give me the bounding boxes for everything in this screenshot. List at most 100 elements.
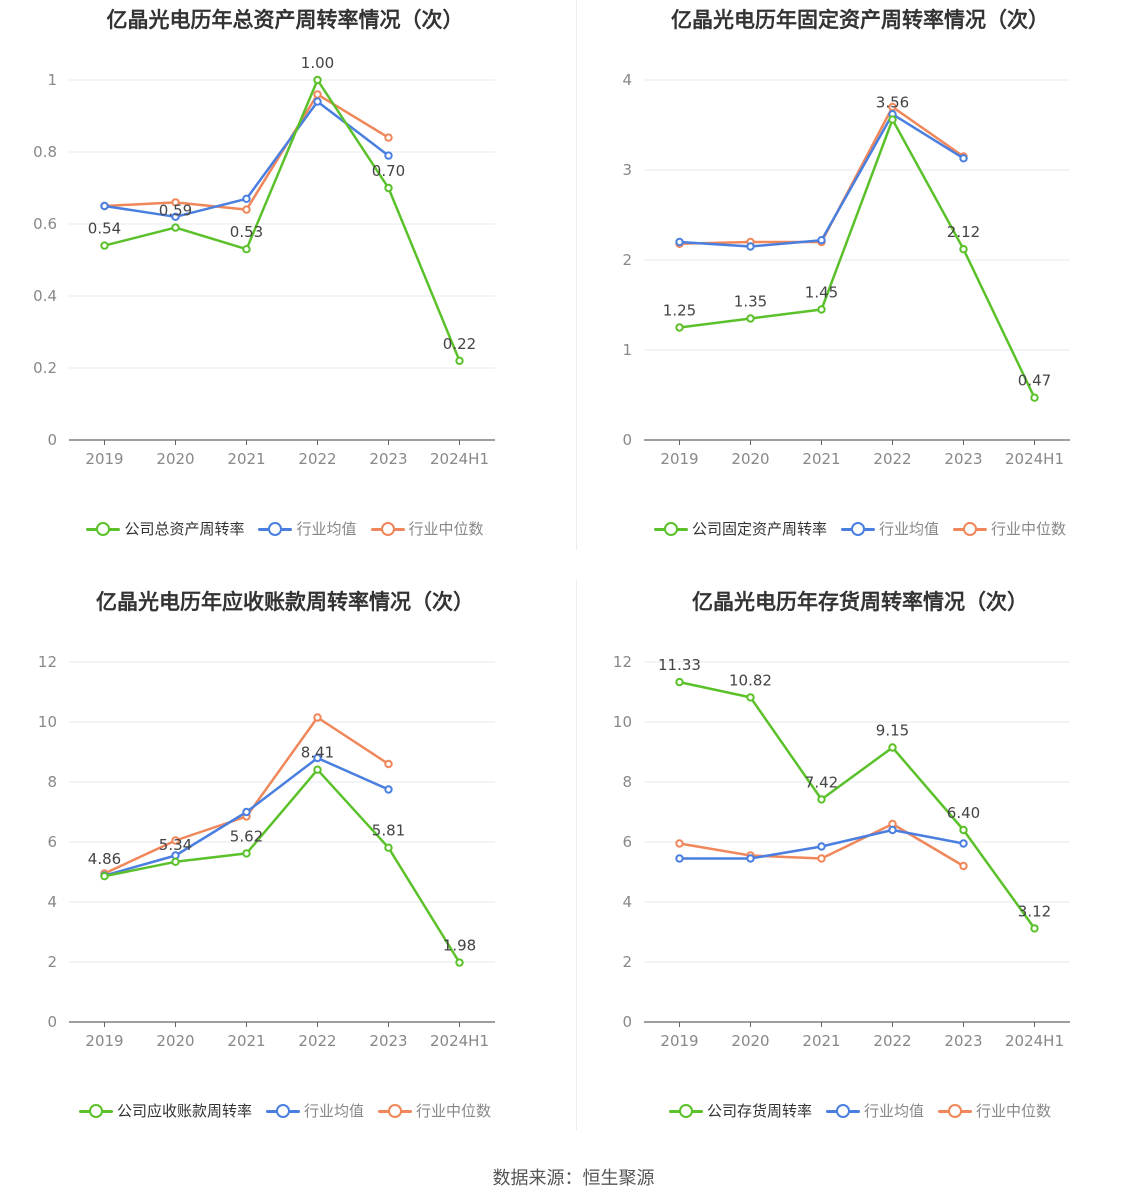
data-label: 0.22 [443,335,476,353]
chart-svg: 0 0.2 0.4 0.6 0.8 1 2019 2020 2021 2022 2023 2024H1… [33,54,495,468]
data-point-company[interactable] [1030,924,1039,933]
data-point-median[interactable] [817,854,826,863]
legend-item-company[interactable]: 公司存货周转率 [668,1100,812,1121]
y-tick-label: 0 [622,1013,632,1031]
data-point-avg[interactable] [100,201,109,211]
data-point-avg[interactable] [746,854,755,863]
data-label: 0.70 [372,162,405,180]
data-label: 0.47 [1018,372,1051,390]
data-point-company[interactable] [313,765,322,774]
data-point-median[interactable] [171,198,180,207]
data-point-avg[interactable] [171,212,180,222]
data-point-company[interactable] [384,843,393,852]
x-tick-label: 2022 [298,1032,336,1050]
chart-legend[interactable]: 公司应收账款周转率 行业均值 行业中位数 [5,1100,565,1121]
data-label: 5.81 [372,822,405,840]
data-point-median[interactable] [313,713,322,722]
data-point-avg[interactable] [242,194,251,204]
y-tick-label: 0.8 [33,143,57,161]
data-point-company[interactable] [746,693,755,702]
legend-label: 行业中位数 [976,1102,1052,1120]
legend-item-median[interactable]: 行业中位数 [370,518,484,539]
data-point-company[interactable] [959,245,968,254]
data-label: 3.56 [876,94,909,112]
legend-item-avg[interactable]: 行业均值 [825,1100,924,1121]
data-point-avg[interactable] [242,807,251,817]
chart-title: 亿晶光电历年存货周转率情况（次） [692,590,1028,614]
y-tick-label: 0.6 [33,215,57,233]
data-point-company[interactable] [817,795,826,804]
legend-item-median[interactable]: 行业中位数 [938,1100,1051,1121]
data-point-median[interactable] [384,133,393,142]
legend-line-circle-icon [938,1103,972,1118]
series-line-company [679,118,1036,399]
y-tick-label: 4 [622,71,632,89]
chart-legend[interactable]: 公司总资产周转率 行业均值 行业中位数 [5,518,565,539]
data-point-avg[interactable] [675,237,684,247]
data-point-company[interactable] [242,849,251,858]
legend-item-median[interactable]: 行业中位数 [953,518,1066,539]
data-point-avg[interactable] [313,97,322,106]
data-point-median[interactable] [242,205,251,214]
legend-item-company[interactable]: 公司固定资产周转率 [653,518,827,539]
data-point-company[interactable] [100,872,109,881]
data-point-company[interactable] [746,314,755,323]
chart-title: 亿晶光电历年固定资产周转率情况（次） [671,8,1049,32]
legend-item-company[interactable]: 公司应收账款周转率 [78,1100,252,1121]
legend-item-median[interactable]: 行业中位数 [378,1100,491,1121]
chart-legend[interactable]: 公司存货周转率 行业均值 行业中位数 [580,1100,1140,1121]
data-label: 6.40 [947,804,980,822]
data-label: 1.98 [443,937,476,955]
data-point-median[interactable] [313,90,322,99]
legend-item-company[interactable]: 公司总资产周转率 [86,518,244,539]
data-label: 7.42 [805,773,838,791]
data-label: 0.53 [230,223,263,241]
legend-line-circle-icon [78,1103,113,1118]
data-point-company[interactable] [100,241,109,250]
chart-legend[interactable]: 公司固定资产周转率 行业均值 行业中位数 [580,518,1140,539]
data-point-company[interactable] [242,245,251,254]
data-point-company[interactable] [888,115,897,124]
data-point-company[interactable] [384,183,393,193]
legend-label: 公司固定资产周转率 [691,520,827,538]
data-point-company[interactable] [455,356,464,365]
legend-item-avg[interactable]: 行业均值 [265,1100,364,1121]
data-point-median[interactable] [959,861,968,871]
data-point-avg[interactable] [384,785,393,794]
y-tick-label: 0.4 [33,287,57,305]
data-point-company[interactable] [313,75,322,85]
data-point-company[interactable] [171,223,180,232]
data-point-avg[interactable] [888,825,897,835]
data-point-avg[interactable] [959,154,968,163]
data-point-median[interactable] [384,759,393,769]
chart-panel-total-asset-turnover: 亿晶光电历年总资产周转率情况（次） 0 0.2 0.4 0.6 0.8 1 2019 2020… [5,0,565,580]
panel-divider [576,0,577,550]
data-point-company[interactable] [675,323,684,332]
data-point-avg[interactable] [675,854,684,863]
panel-divider [576,580,577,1130]
data-point-median[interactable] [171,836,180,845]
data-point-avg[interactable] [384,151,393,160]
data-point-median[interactable] [675,839,684,848]
data-point-company[interactable] [171,857,180,866]
data-point-company[interactable] [888,743,897,752]
legend-item-avg[interactable]: 行业均值 [258,518,357,539]
data-point-avg[interactable] [817,842,826,851]
data-point-avg[interactable] [313,753,322,763]
legend-item-avg[interactable]: 行业均值 [840,518,939,539]
data-point-company[interactable] [1030,393,1039,402]
data-point-company[interactable] [675,677,684,687]
data-point-avg[interactable] [959,839,968,848]
data-label: 1.00 [301,54,334,72]
data-point-company[interactable] [817,305,826,314]
legend-label: 行业均值 [296,520,357,538]
data-point-avg[interactable] [746,242,755,251]
data-label: 9.15 [876,722,909,740]
x-tick-label: 2019 [85,450,123,468]
data-point-company[interactable] [455,958,464,967]
y-tick-label: 6 [47,833,57,851]
legend-line-circle-icon [668,1103,703,1118]
data-point-avg[interactable] [817,236,826,245]
x-tick-label: 2021 [227,450,265,468]
data-point-company[interactable] [959,825,968,835]
